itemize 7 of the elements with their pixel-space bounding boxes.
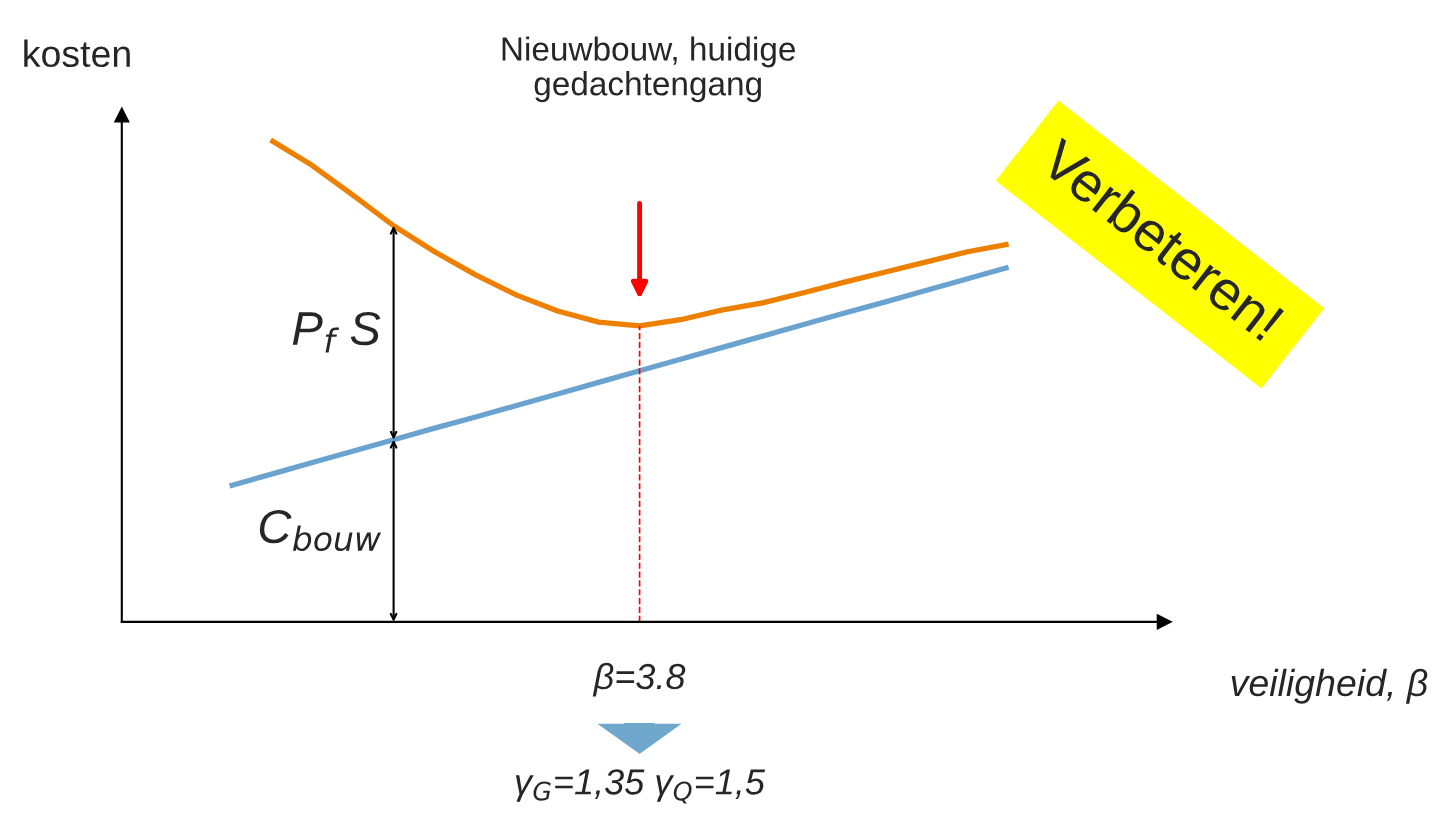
text: γ$_{G}$=1,35 γ$_{Q}$=1,5 bbox=[515, 769, 765, 804]
text: Nieuwbouw, huidige gedachtengang bbox=[502, 36, 795, 103]
y-axis-title: kosten bbox=[24, 39, 130, 68]
annotation: C$_{bouw}$ bbox=[259, 509, 382, 552]
annotation: P$_{f}$ S bbox=[292, 311, 381, 353]
text: β=3.8 bbox=[592, 662, 686, 697]
x-axis-title: veiligheid, β bbox=[1231, 668, 1428, 704]
